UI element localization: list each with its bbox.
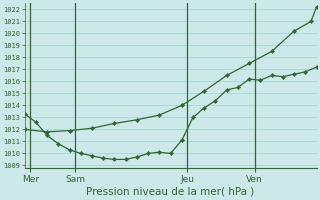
X-axis label: Pression niveau de la mer( hPa ): Pression niveau de la mer( hPa ) <box>86 187 255 197</box>
